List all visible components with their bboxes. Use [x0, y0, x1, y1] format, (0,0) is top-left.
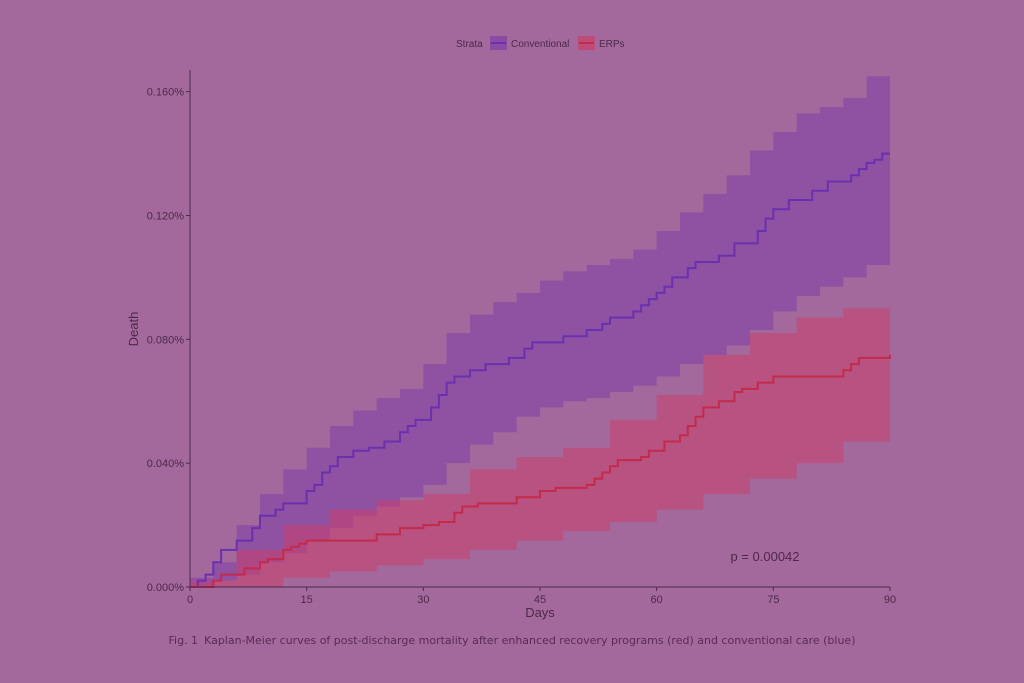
legend-label-conventional: Conventional — [511, 39, 569, 50]
y-tick-label-4: 0.160% — [147, 87, 185, 99]
km-curve-conventional — [190, 152, 890, 588]
x-tick-label-60: 60 — [651, 594, 663, 606]
x-tick-label-30: 30 — [417, 594, 429, 606]
legend-item-erps: ERPs — [578, 36, 625, 50]
caption-text: Kaplan-Meier curves of post-discharge mo… — [204, 634, 856, 647]
ci-band-conventional — [190, 70, 890, 587]
km-curve-erps — [190, 354, 891, 588]
y-tick-label-2: 0.080% — [147, 334, 185, 346]
legend-title: Strata — [456, 39, 483, 50]
x-tick-label-90: 90 — [884, 594, 896, 606]
figure-caption: Fig. 1 Kaplan-Meier curves of post-discha… — [0, 634, 1024, 647]
p-value-annotation: p = 0.00042 — [730, 549, 799, 564]
y-tick-label-1: 0.040% — [147, 458, 185, 470]
legend-label-erps: ERPs — [599, 39, 625, 50]
x-tick-label-45: 45 — [534, 594, 546, 606]
x-axis-label: Days — [525, 605, 555, 620]
y-tick-label-3: 0.120% — [147, 211, 185, 223]
y-tick-label-0: 0.000% — [147, 582, 185, 594]
legend-item-conventional: Conventional — [490, 36, 569, 50]
y-axis-label: Death — [126, 312, 141, 347]
x-tick-label-15: 15 — [301, 594, 313, 606]
ci-band-erps — [190, 292, 890, 587]
caption-label: Fig. 1 — [168, 634, 199, 647]
x-tick-label-75: 75 — [767, 594, 779, 606]
x-tick-label-0: 0 — [187, 594, 193, 606]
legend: Strata Conventional ERPs — [456, 36, 625, 50]
